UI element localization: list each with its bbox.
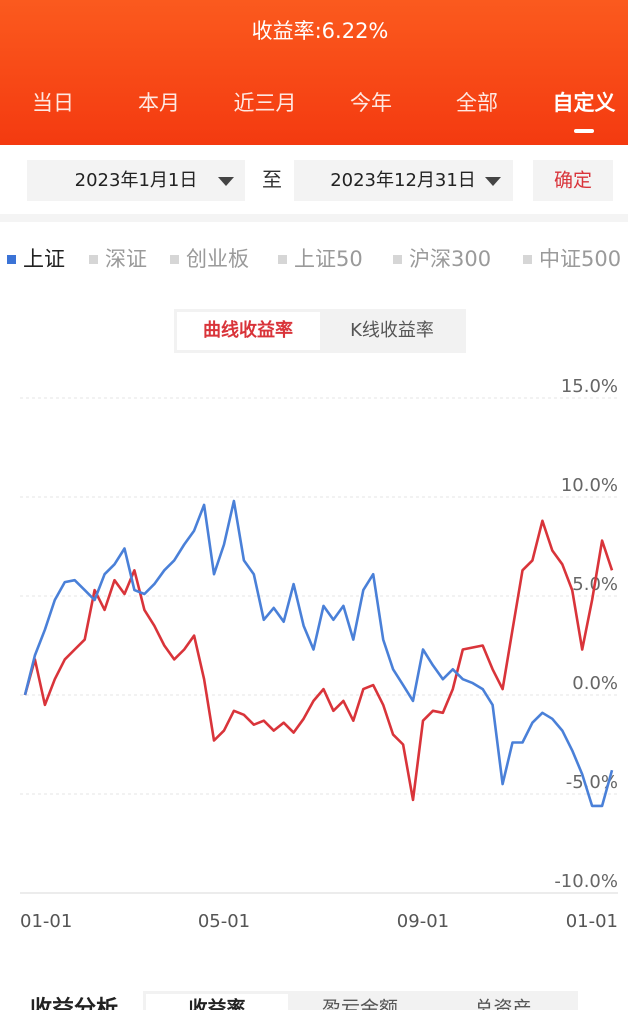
separator bbox=[0, 214, 628, 222]
header-title: 收益率:6.22% bbox=[252, 19, 389, 43]
legend-label[interactable]: 上证50 bbox=[294, 247, 363, 271]
y-tick-label: -10.0% bbox=[554, 871, 618, 892]
toggle-label[interactable]: K线收益率 bbox=[350, 320, 434, 341]
toggle-label: 曲线收益率 bbox=[203, 319, 293, 341]
series-line bbox=[23, 519, 614, 802]
legend-swatch bbox=[278, 255, 287, 264]
legend-label[interactable]: 中证500 bbox=[539, 247, 621, 271]
confirm-button[interactable] bbox=[533, 160, 613, 201]
period-tab[interactable]: 当日 bbox=[32, 91, 74, 115]
dropdown-arrow bbox=[485, 177, 501, 186]
x-tick-label: 05-01 bbox=[198, 911, 250, 932]
y-tick-label: 10.0% bbox=[561, 475, 618, 496]
start-date: 2023年1月1日 bbox=[75, 170, 198, 191]
y-tick-label: 15.0% bbox=[561, 376, 618, 397]
legend-swatch bbox=[170, 255, 179, 264]
legend-swatch bbox=[523, 255, 532, 264]
y-tick-label: 0.0% bbox=[572, 673, 618, 694]
header-bg bbox=[0, 0, 628, 145]
bottom-tab-active[interactable] bbox=[146, 994, 288, 1010]
legend-label[interactable]: 深证 bbox=[105, 247, 147, 271]
bottom-tab[interactable]: 盈亏金额 bbox=[322, 998, 398, 1010]
legend-swatch bbox=[393, 255, 402, 264]
end-date-box[interactable] bbox=[294, 160, 513, 201]
bottom-tab[interactable]: 收益率 bbox=[188, 997, 245, 1010]
legend-label[interactable]: 创业板 bbox=[186, 247, 249, 271]
x-tick-label: 09-01 bbox=[397, 911, 449, 932]
period-tab[interactable]: 自定义 bbox=[553, 91, 616, 115]
end-date: 2023年12月31日 bbox=[330, 170, 476, 191]
legend-label[interactable]: 沪深300 bbox=[409, 247, 491, 271]
dropdown-arrow bbox=[218, 177, 234, 186]
x-tick-label: 01-01 bbox=[566, 911, 618, 932]
series-line bbox=[23, 499, 614, 808]
y-tick-label: -5.0% bbox=[566, 772, 618, 793]
legend-swatch bbox=[7, 255, 16, 264]
confirm-label: 确定 bbox=[554, 170, 592, 192]
legend-label[interactable]: 上证 bbox=[23, 247, 65, 271]
period-tab[interactable]: 本月 bbox=[138, 91, 180, 115]
period-tab[interactable]: 今年 bbox=[350, 91, 392, 115]
date-separator: 至 bbox=[262, 168, 282, 192]
period-tab[interactable]: 全部 bbox=[456, 91, 498, 115]
start-date-box[interactable] bbox=[27, 160, 245, 201]
period-tab[interactable]: 近三月 bbox=[234, 91, 297, 115]
section-title: 收益分析 bbox=[30, 996, 118, 1010]
toggle-active[interactable] bbox=[177, 312, 320, 350]
legend-swatch bbox=[89, 255, 98, 264]
tab-indicator bbox=[574, 129, 594, 133]
bottom-tab[interactable]: 总资产 bbox=[474, 998, 531, 1010]
x-tick-label: 01-01 bbox=[20, 911, 72, 932]
